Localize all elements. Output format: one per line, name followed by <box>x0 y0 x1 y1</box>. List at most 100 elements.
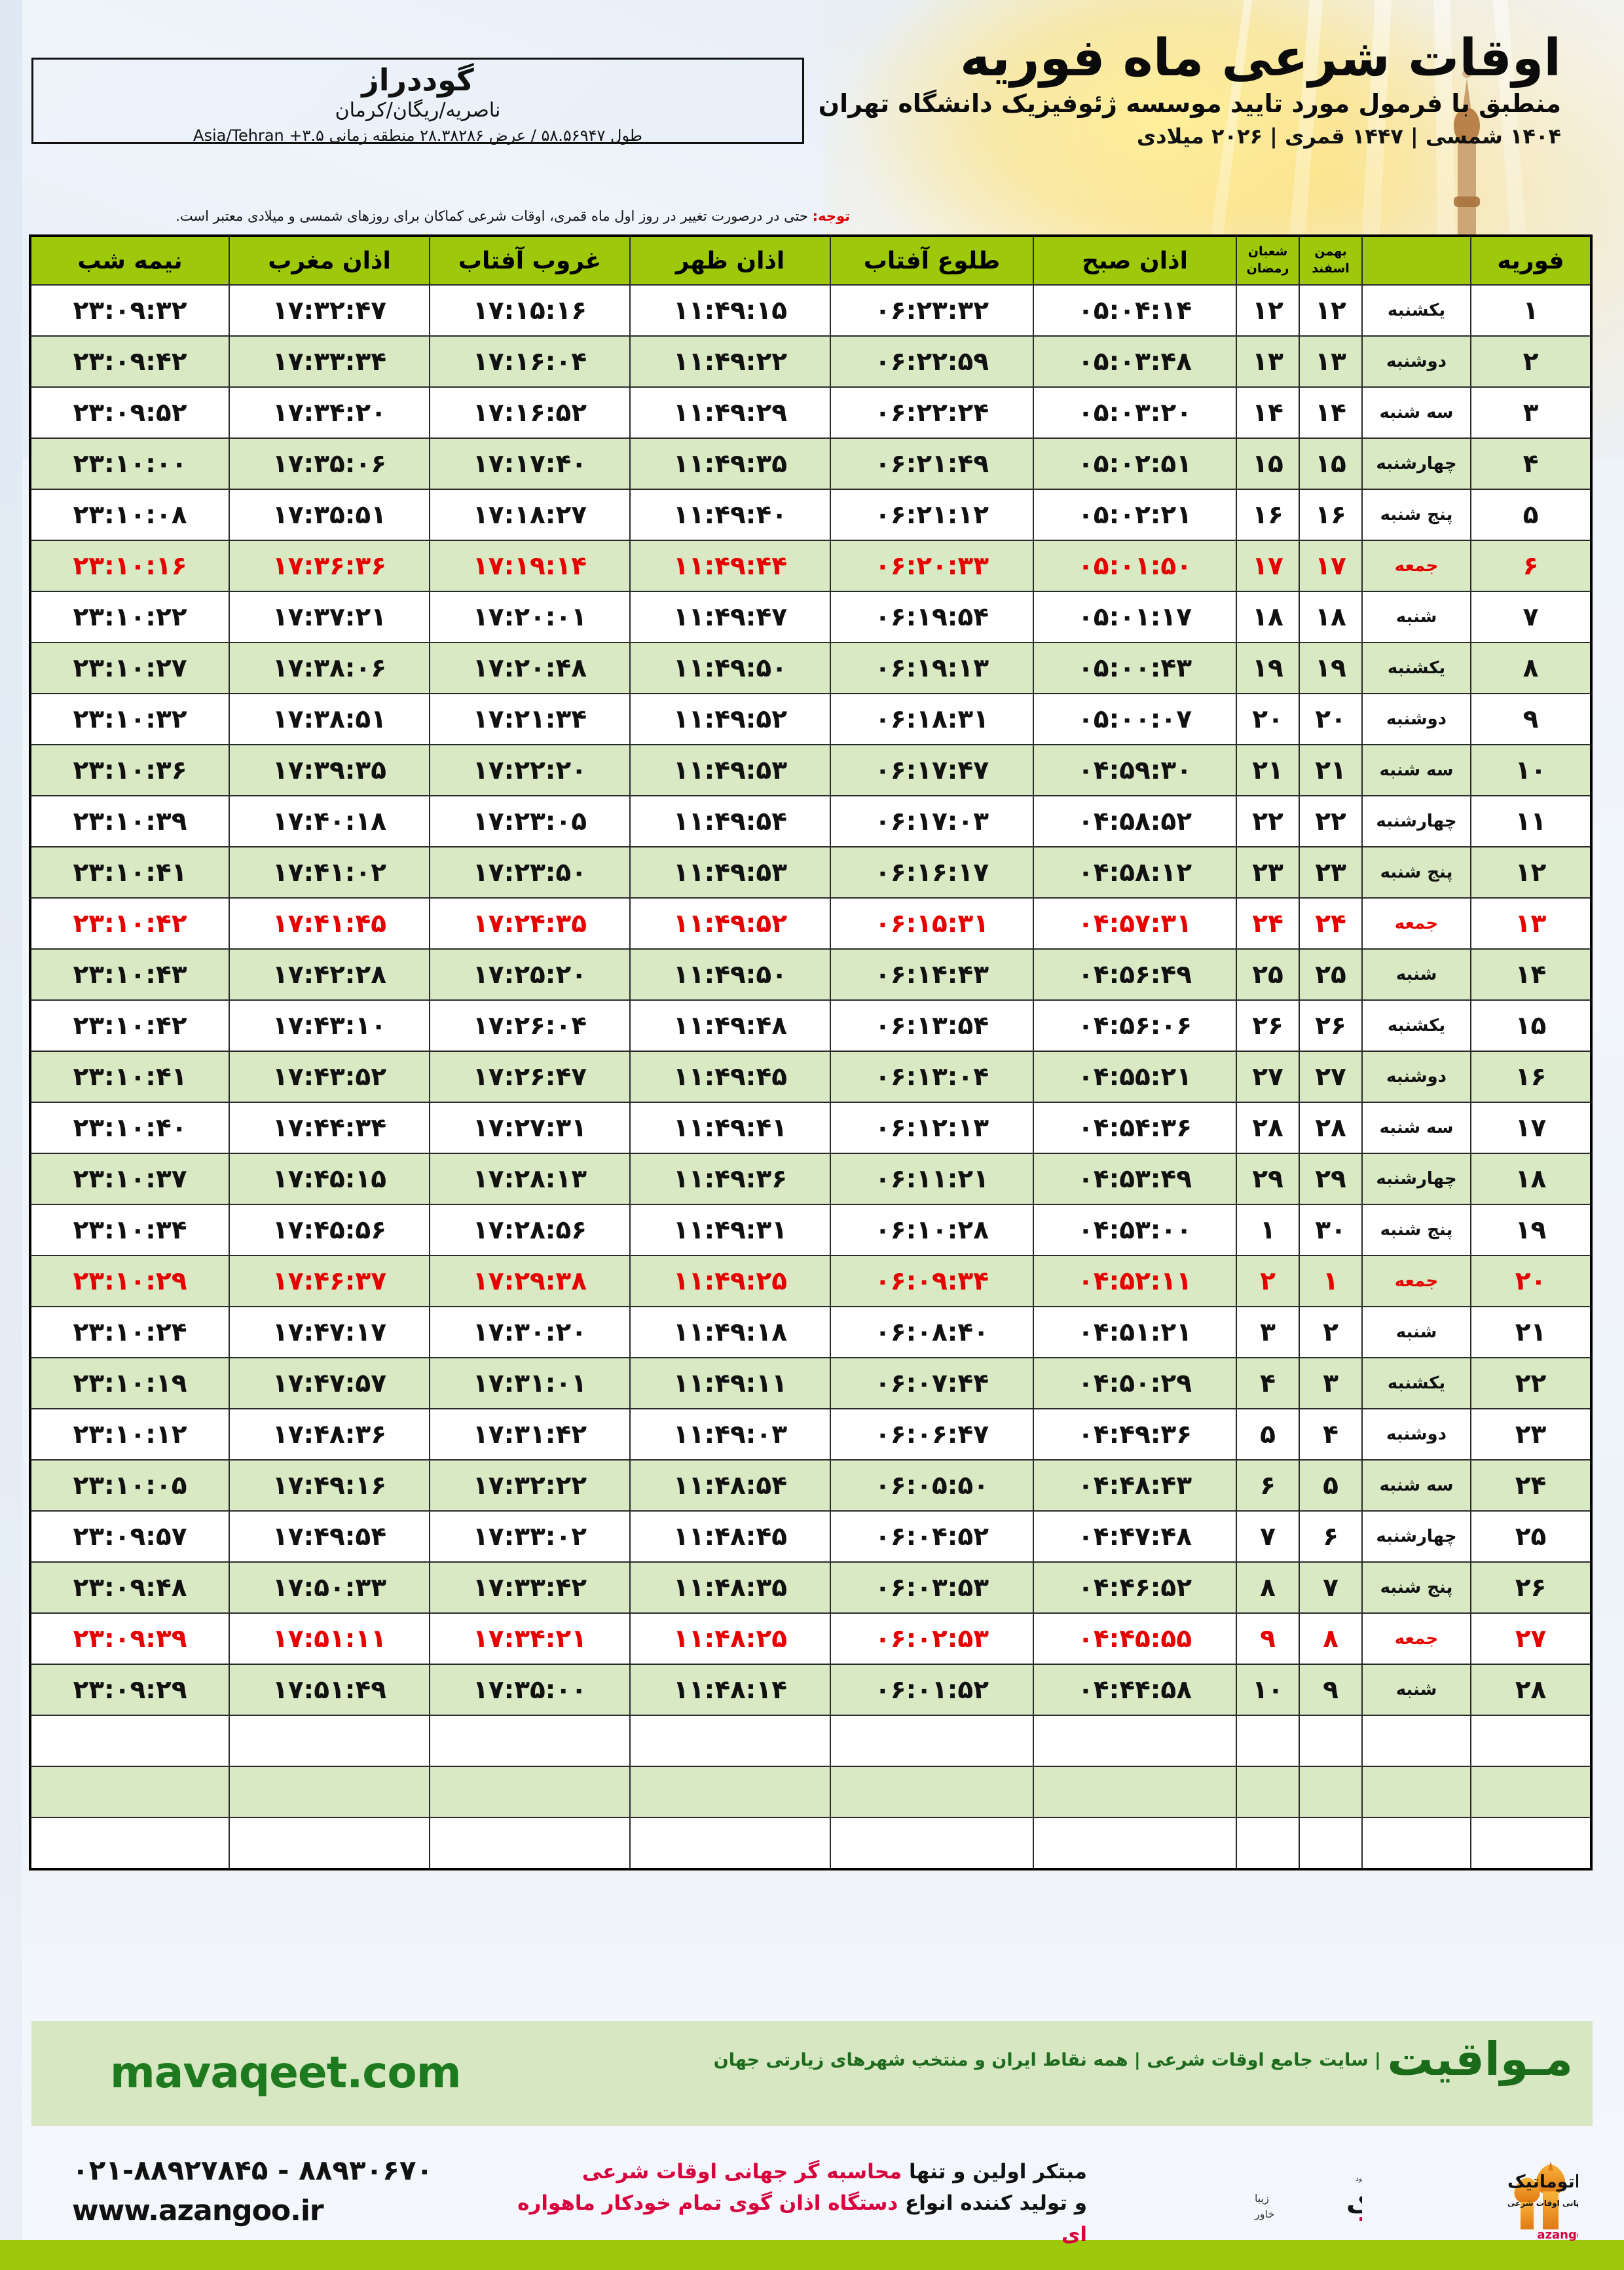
sunrise-cell: ۰۶:۰۷:۴۴ <box>830 1357 1034 1409</box>
shamsi-cell: ۱۷ <box>1299 540 1363 592</box>
col-header-shamsi-top: بهمن <box>1314 244 1347 259</box>
footer-tagline-line1-black: مبتکر اولین و تنها <box>902 2160 1087 2184</box>
sunrise-cell <box>830 1817 1034 1870</box>
shamsi-cell: ۱۹ <box>1299 642 1363 694</box>
sunrise-cell: ۰۶:۱۴:۴۳ <box>830 948 1034 1001</box>
qamari-cell: ۳ <box>1236 1306 1300 1358</box>
maghrib-cell: ۱۷:۳۸:۰۶ <box>229 642 430 694</box>
table-row: ۲۱ شنبه ۲ ۳ ۰۴:۵۱:۲۱ ۰۶:۰۸:۴۰ ۱۱:۴۹:۱۸ ۱۷:۳۰:۲۰… <box>29 1306 1592 1358</box>
qamari-cell: ۵ <box>1236 1408 1300 1461</box>
sunrise-cell: ۰۶:۱۱:۲۱ <box>830 1153 1034 1205</box>
table-row: ۲۸ شنبه ۹ ۱۰ ۰۴:۴۴:۵۸ ۰۶:۰۱:۵۲ ۱۱:۴۸:۱۴ ۱۷:۳۵:۰… <box>29 1664 1592 1716</box>
shamsi-cell: ۹ <box>1299 1664 1363 1716</box>
background-left-strip <box>0 0 22 2270</box>
fajr-cell: ۰۴:۴۵:۵۵ <box>1033 1612 1237 1665</box>
table-row: ۱۰ سه شنبه ۲۱ ۲۱ ۰۴:۵۹:۳۰ ۰۶:۱۷:۴۷ ۱۱:۴۹:۵۳ ۱۷:… <box>29 744 1592 796</box>
fajr-cell: ۰۴:۵۳:۴۹ <box>1033 1153 1237 1205</box>
fajr-cell: ۰۴:۴۶:۵۲ <box>1033 1561 1237 1614</box>
footer-website[interactable]: www.azangoo.ir <box>72 2194 324 2227</box>
dhuhr-cell: ۱۱:۴۹:۲۲ <box>629 335 831 388</box>
sunset-cell: ۱۷:۲۰:۰۱ <box>429 591 631 643</box>
sunset-cell: ۱۷:۱۶:۵۲ <box>429 386 631 439</box>
date-cell: ۱۹ <box>1470 1204 1592 1256</box>
weekday-cell: سه شنبه <box>1361 1102 1471 1154</box>
date-cell: ۷ <box>1470 591 1592 643</box>
date-cell: ۲ <box>1470 335 1592 388</box>
shamsi-cell <box>1299 1715 1363 1767</box>
qamari-cell: ۲۳ <box>1236 846 1300 899</box>
sunset-cell: ۱۷:۱۸:۲۷ <box>429 489 631 541</box>
qamari-cell: ۸ <box>1236 1561 1300 1614</box>
fajr-cell <box>1033 1817 1237 1870</box>
footer-tagline-line1: مبتکر اولین و تنها محاسبه گر جهانی اوقات… <box>498 2156 1087 2187</box>
shamsi-cell: ۲۹ <box>1299 1153 1363 1205</box>
prayer-times-table: فوریه بهمن اسفند شعبان رمضان اذان صبح طل… <box>29 234 1593 1870</box>
date-cell: ۲۳ <box>1470 1408 1592 1461</box>
sunrise-cell <box>830 1766 1034 1818</box>
maghrib-cell: ۱۷:۳۴:۲۰ <box>229 386 430 439</box>
col-header-qamari-top: شعبان <box>1247 244 1288 259</box>
dhuhr-cell: ۱۱:۴۸:۴۵ <box>629 1510 831 1563</box>
date-cell: ۴ <box>1470 437 1592 490</box>
midnight-cell: ۲۳:۰۹:۴۲ <box>29 335 230 388</box>
banner-tagline: | سایت جامع اوقات شرعی | همه نقاط ایران … <box>713 2050 1381 2070</box>
shamsi-cell: ۲۳ <box>1299 846 1363 899</box>
date-cell: ۸ <box>1470 642 1592 694</box>
date-cell: ۶ <box>1470 540 1592 592</box>
col-header-midnight: نیمه شب <box>29 235 230 286</box>
sunrise-cell: ۰۶:۲۲:۵۹ <box>830 335 1034 388</box>
fajr-cell: ۰۵:۰۱:۵۰ <box>1033 540 1237 592</box>
fajr-cell: ۰۴:۵۴:۳۶ <box>1033 1102 1237 1154</box>
fajr-cell: ۰۵:۰۲:۵۱ <box>1033 437 1237 490</box>
shamsi-cell <box>1299 1766 1363 1818</box>
date-cell: ۱۰ <box>1470 744 1592 796</box>
midnight-cell: ۲۳:۱۰:۳۶ <box>29 744 230 796</box>
col-header-sunset: غروب آفتاب <box>429 235 631 286</box>
date-cell <box>1470 1715 1592 1767</box>
footer-tagline-line2-red: دستگاه اذان گوی تمام خودکار ماهواره ای <box>517 2191 1087 2247</box>
weekday-cell: چهارشنبه <box>1361 1153 1471 1205</box>
shamsi-cell: ۱۶ <box>1299 489 1363 541</box>
fajr-cell: ۰۴:۴۹:۳۶ <box>1033 1408 1237 1461</box>
qamari-cell <box>1236 1715 1300 1767</box>
maghrib-cell: ۱۷:۳۶:۳۶ <box>229 540 430 592</box>
fajr-cell: ۰۴:۵۶:۰۶ <box>1033 999 1237 1052</box>
fajr-cell: ۰۵:۰۴:۱۴ <box>1033 284 1237 337</box>
sunset-cell: ۱۷:۲۴:۳۵ <box>429 897 631 950</box>
dhuhr-cell: ۱۱:۴۹:۵۰ <box>629 948 831 1001</box>
weekday-cell <box>1361 1766 1471 1818</box>
sunrise-cell <box>830 1715 1034 1767</box>
maghrib-cell: ۱۷:۴۵:۱۵ <box>229 1153 430 1205</box>
dhuhr-cell: ۱۱:۴۹:۴۰ <box>629 489 831 541</box>
dhuhr-cell: ۱۱:۴۹:۵۳ <box>629 846 831 899</box>
weekday-cell: پنج شنبه <box>1361 1204 1471 1256</box>
midnight-cell: ۲۳:۱۰:۴۲ <box>29 999 230 1052</box>
sunrise-cell: ۰۶:۲۲:۲۴ <box>830 386 1034 439</box>
maghrib-cell: ۱۷:۴۲:۲۸ <box>229 948 430 1001</box>
sunrise-cell: ۰۶:۱۳:۵۴ <box>830 999 1034 1052</box>
sunset-cell: ۱۷:۳۵:۰۰ <box>429 1664 631 1716</box>
shamsi-cell: ۳ <box>1299 1357 1363 1409</box>
qamari-cell: ۲۷ <box>1236 1051 1300 1103</box>
date-cell: ۲۶ <box>1470 1561 1592 1614</box>
midnight-cell: ۲۳:۱۰:۳۴ <box>29 1204 230 1256</box>
dhuhr-cell: ۱۱:۴۹:۵۴ <box>629 795 831 847</box>
midnight-cell <box>29 1766 230 1818</box>
weekday-cell: چهارشنبه <box>1361 1510 1471 1563</box>
dhuhr-cell <box>629 1817 831 1870</box>
date-cell: ۲۸ <box>1470 1664 1592 1716</box>
sunrise-cell: ۰۶:۱۷:۴۷ <box>830 744 1034 796</box>
dhuhr-cell: ۱۱:۴۹:۳۵ <box>629 437 831 490</box>
maghrib-cell: ۱۷:۴۹:۱۶ <box>229 1459 430 1512</box>
weekday-cell: چهارشنبه <box>1361 437 1471 490</box>
col-header-weekday <box>1361 235 1471 286</box>
shamsi-cell: ۸ <box>1299 1612 1363 1665</box>
shamsi-cell: ۶ <box>1299 1510 1363 1563</box>
sunrise-cell: ۰۶:۰۳:۵۳ <box>830 1561 1034 1614</box>
shamsi-cell: ۲۷ <box>1299 1051 1363 1103</box>
sunrise-cell: ۰۶:۱۹:۱۳ <box>830 642 1034 694</box>
fajr-cell: ۰۴:۵۲:۱۱ <box>1033 1255 1237 1307</box>
banner-website-url[interactable]: mavaqeet.com <box>110 2047 461 2098</box>
date-cell: ۱ <box>1470 284 1592 337</box>
